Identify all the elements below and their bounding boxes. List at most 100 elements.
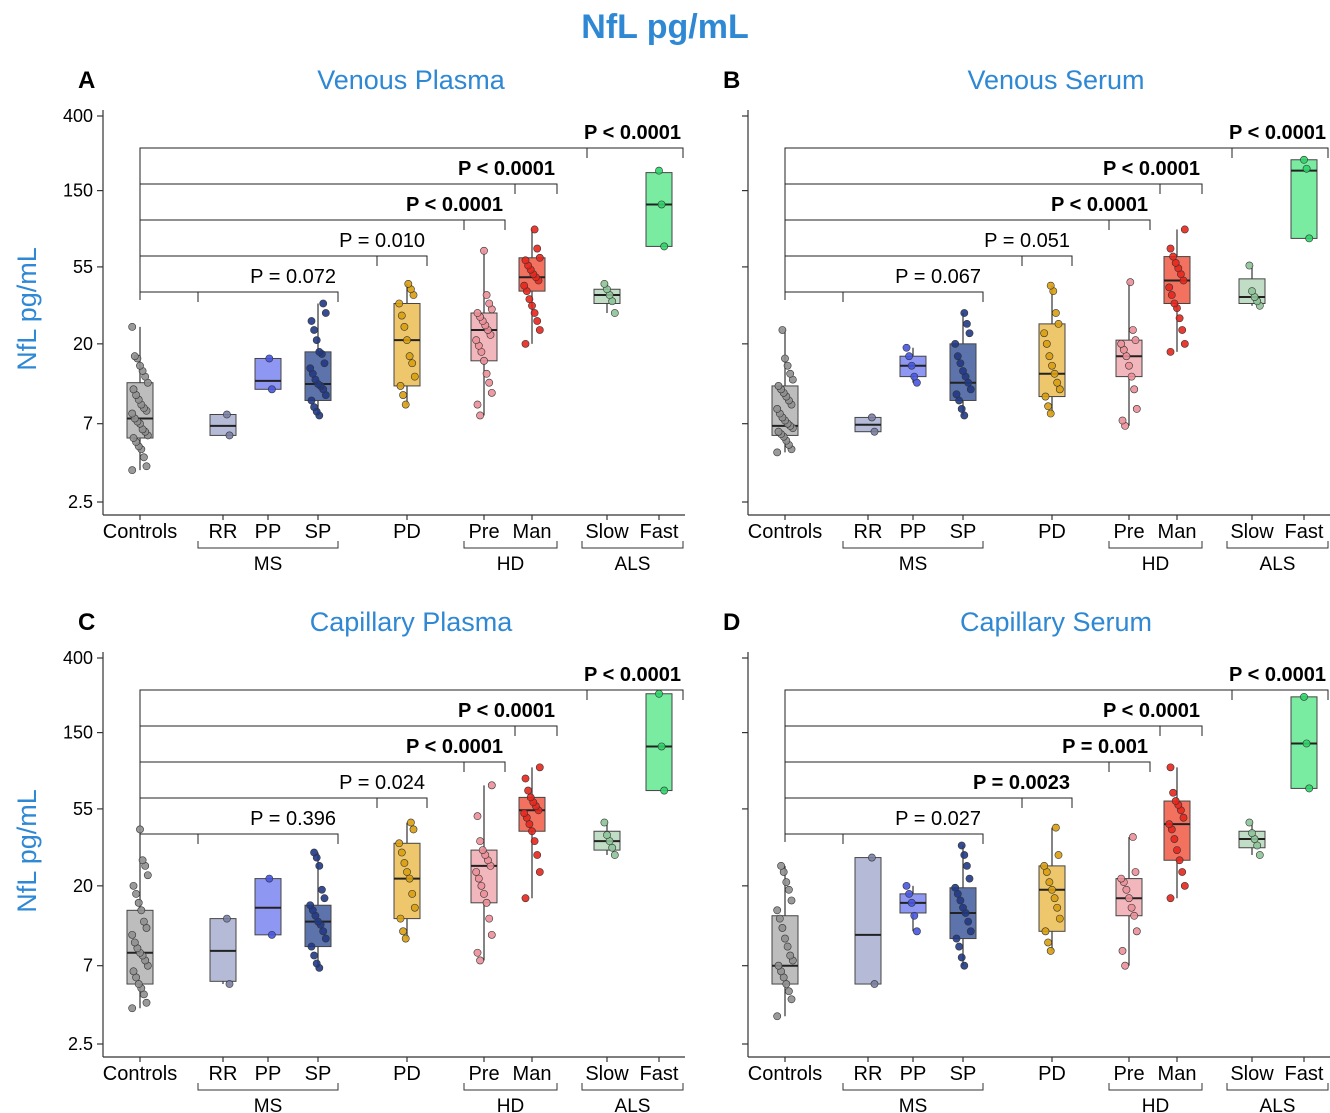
data-point (129, 967, 138, 976)
data-point (530, 309, 539, 317)
data-point (319, 299, 328, 308)
x-tick-label: Slow (585, 521, 629, 543)
figure-title: NfL pg/mL (581, 8, 749, 46)
data-point (1130, 911, 1139, 920)
group-bracket (1108, 541, 1203, 549)
data-point (307, 317, 316, 325)
data-point (533, 244, 542, 253)
data-point (128, 466, 137, 475)
data-point (778, 924, 787, 932)
data-point (1044, 402, 1052, 411)
group-bracket (1226, 1083, 1329, 1091)
data-point (905, 352, 913, 361)
data-point (1180, 881, 1189, 890)
group-label: HD (1142, 554, 1169, 575)
data-point (600, 818, 609, 827)
data-point (957, 405, 966, 413)
data-point (130, 938, 139, 947)
data-point (487, 388, 496, 397)
data-point (1165, 283, 1174, 292)
panel-letter: C (78, 609, 95, 636)
data-point (1167, 291, 1176, 299)
group-label: ALS (615, 554, 651, 575)
group-label: HD (1142, 1096, 1169, 1113)
p-value-label: P < 0.0001 (1103, 158, 1200, 180)
data-point (395, 839, 404, 848)
data-point (1051, 309, 1060, 317)
data-point (1130, 385, 1139, 394)
data-point (312, 336, 321, 345)
data-point (307, 396, 316, 405)
comparison-bracket (784, 291, 984, 302)
data-point (782, 878, 791, 887)
data-point (137, 906, 146, 915)
data-point (784, 885, 793, 894)
data-point (473, 309, 482, 317)
data-point (129, 385, 138, 394)
y-tick-label: 55 (73, 799, 93, 819)
data-point (655, 166, 663, 175)
data-point (473, 400, 482, 409)
data-point (774, 382, 783, 390)
comparison-bracket (139, 147, 684, 158)
p-value-label: P < 0.0001 (458, 700, 555, 722)
data-point (129, 434, 138, 442)
data-point (1248, 287, 1256, 296)
data-point (480, 246, 488, 255)
data-point (310, 326, 318, 334)
data-point (396, 382, 405, 390)
data-point (1169, 252, 1177, 261)
data-point (1128, 326, 1137, 334)
comparison-bracket (139, 255, 428, 266)
data-point (1042, 339, 1051, 348)
data-point (1045, 352, 1054, 361)
group-label: HD (497, 1096, 524, 1113)
data-point (960, 309, 969, 317)
data-point (1166, 347, 1175, 356)
data-point (476, 837, 484, 846)
data-point (480, 889, 488, 898)
panel-letter: D (723, 609, 740, 636)
y-tick-label: 55 (73, 257, 93, 277)
group-bracket (581, 541, 684, 549)
data-point (410, 903, 419, 912)
data-point (960, 851, 969, 859)
data-point (1128, 833, 1137, 841)
panel-letter: B (723, 67, 740, 94)
data-point (405, 352, 414, 361)
x-tick-label: Fast (1285, 521, 1324, 543)
group-label: ALS (615, 1096, 651, 1113)
group-bracket (197, 541, 339, 549)
comparison-bracket (139, 797, 428, 808)
data-point (1180, 225, 1189, 234)
data-point (521, 774, 530, 783)
p-value-label: P = 0.027 (895, 808, 981, 830)
data-point (783, 361, 792, 370)
data-point (960, 411, 969, 420)
p-value-label: P < 0.0001 (406, 736, 503, 758)
x-tick-label: Fast (640, 1063, 679, 1085)
panel-b: B Venous Serum Controls RR PP SP PD Pre Man Slow F… (723, 65, 1330, 575)
data-point (1179, 813, 1188, 822)
data-point (320, 894, 329, 903)
p-value-label: P < 0.0001 (406, 194, 503, 216)
data-point (142, 998, 151, 1007)
data-point (1305, 784, 1314, 793)
data-point (1127, 903, 1136, 912)
data-point (1118, 416, 1127, 425)
data-point (1118, 947, 1127, 955)
x-tick-label: Man (1158, 521, 1197, 543)
x-tick-label: Controls (748, 521, 822, 543)
data-point (1302, 739, 1311, 748)
data-point (1040, 861, 1049, 870)
data-point (410, 372, 419, 381)
data-point (477, 881, 486, 890)
x-tick-label: Man (513, 521, 552, 543)
data-point (408, 889, 417, 898)
data-point (1046, 409, 1055, 418)
x-tick-label: Fast (1285, 1063, 1324, 1085)
comparison-bracket (784, 761, 1151, 772)
data-point (476, 411, 484, 420)
p-value-label: P = 0.396 (250, 808, 336, 830)
